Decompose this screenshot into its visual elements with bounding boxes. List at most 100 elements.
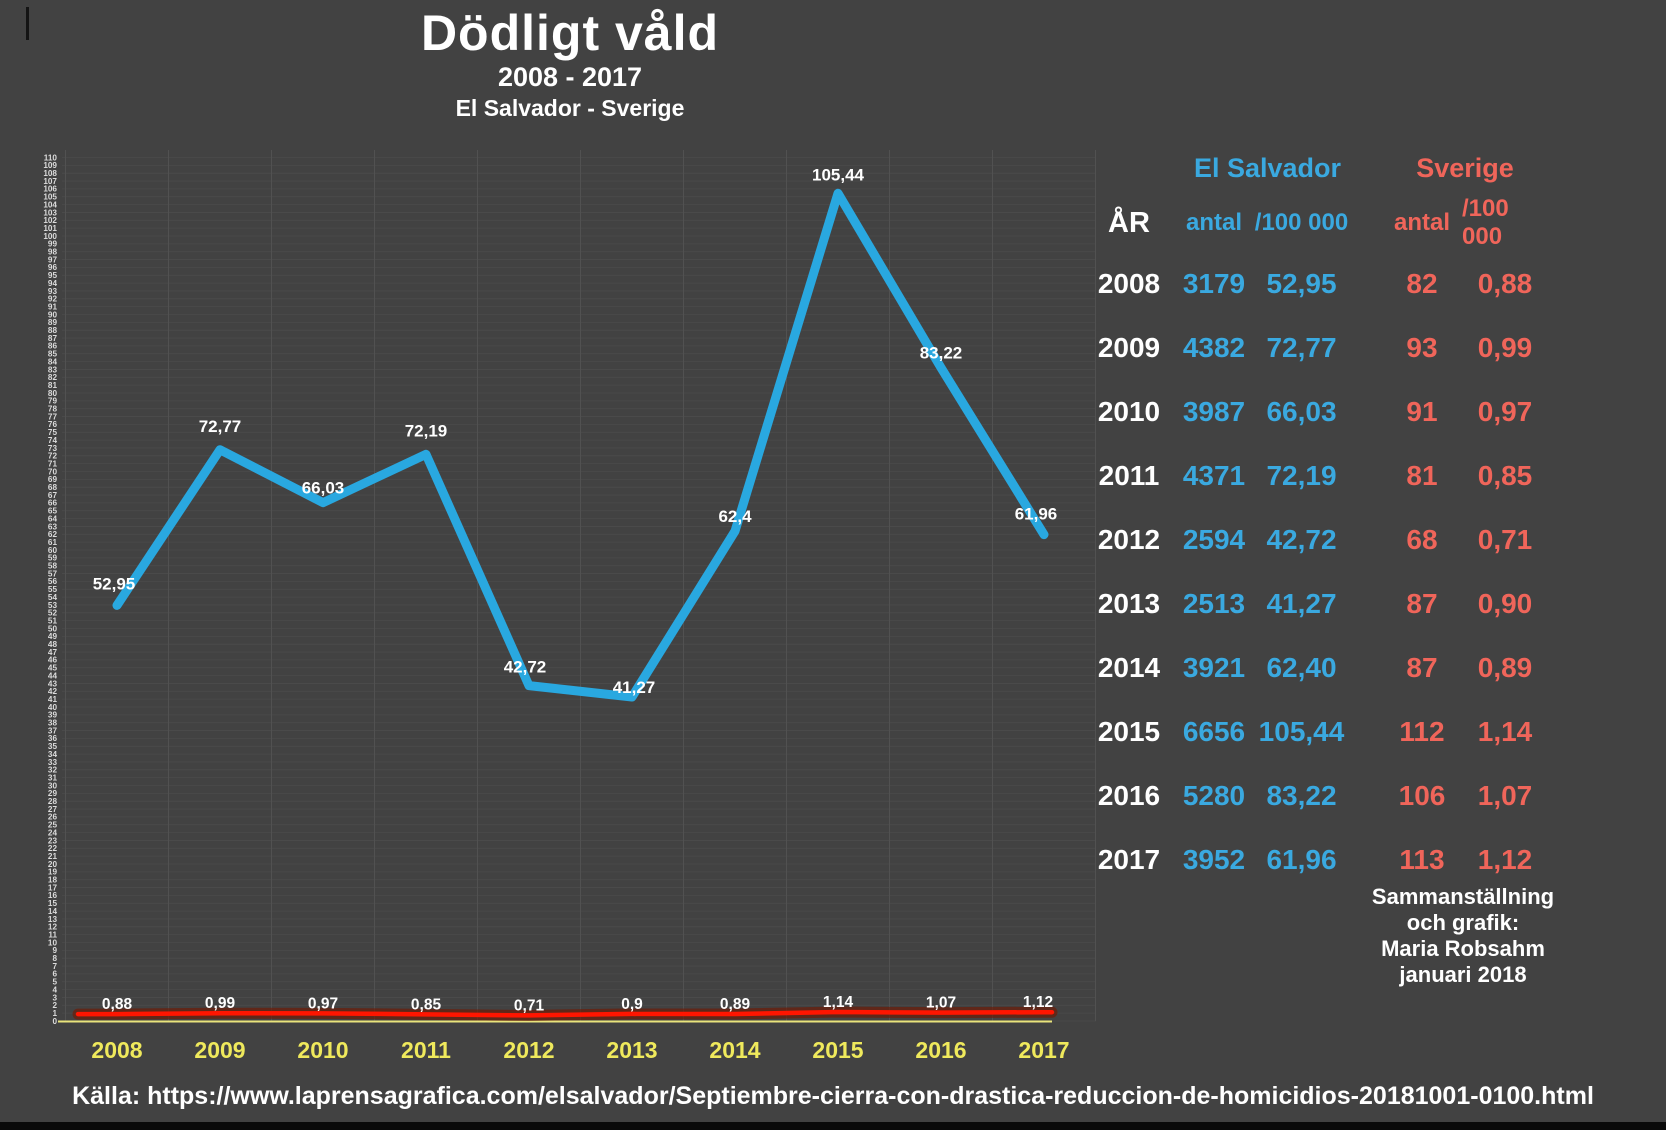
credit-line: och grafik: (1406, 910, 1520, 935)
svg-text:38: 38 (48, 719, 58, 728)
table-cell-year: 2011 (1098, 460, 1160, 491)
svg-text:41,27: 41,27 (613, 678, 656, 697)
table-group-header-sverige: Sverige (1416, 152, 1514, 183)
svg-text:97: 97 (48, 255, 58, 264)
svg-text:0,97: 0,97 (308, 995, 338, 1012)
svg-text:1: 1 (52, 1009, 57, 1018)
svg-text:2: 2 (52, 1001, 57, 1010)
svg-text:2013: 2013 (606, 1037, 657, 1063)
svg-text:62: 62 (48, 530, 58, 539)
svg-text:68: 68 (48, 483, 58, 492)
svg-text:54: 54 (48, 593, 58, 602)
table-cell-year: 2015 (1097, 716, 1161, 747)
svg-text:72: 72 (48, 452, 58, 461)
table-cell-se-rate: 1,12 (1477, 844, 1533, 875)
svg-text:70: 70 (48, 467, 58, 476)
svg-text:16: 16 (48, 891, 58, 900)
svg-text:88: 88 (48, 326, 58, 335)
svg-text:15: 15 (48, 899, 58, 908)
svg-text:102: 102 (43, 216, 57, 225)
y-axis-tick-labels: 0123456789101112131415161718192021222324… (43, 153, 57, 1026)
svg-text:74: 74 (48, 436, 58, 445)
svg-text:71: 71 (48, 459, 58, 468)
table-cell-year: 2017 (1097, 844, 1161, 875)
gridlines (62, 150, 1096, 1022)
svg-text:81: 81 (48, 381, 58, 390)
svg-text:32: 32 (48, 766, 58, 775)
svg-text:12: 12 (48, 923, 58, 932)
svg-text:13: 13 (48, 915, 58, 924)
svg-text:103: 103 (43, 208, 57, 217)
svg-text:87: 87 (48, 334, 58, 343)
svg-text:61,96: 61,96 (1015, 505, 1058, 524)
svg-text:107: 107 (43, 177, 57, 186)
table-cell-es-antal: 3987 (1182, 396, 1246, 427)
svg-text:80: 80 (48, 389, 58, 398)
table-spacer (1355, 142, 1382, 194)
table-spacer (1355, 764, 1382, 828)
table-cell-es-rate: 42,72 (1266, 524, 1337, 555)
svg-text:59: 59 (48, 554, 58, 563)
svg-text:0,9: 0,9 (621, 996, 643, 1013)
svg-text:78: 78 (48, 405, 58, 414)
svg-text:44: 44 (48, 671, 58, 680)
svg-text:83,22: 83,22 (920, 344, 963, 363)
svg-text:6: 6 (52, 970, 57, 979)
table-cell-se-rate: 0,89 (1477, 652, 1533, 683)
svg-text:27: 27 (48, 805, 58, 814)
table-cell-es-rate: 41,27 (1266, 588, 1337, 619)
table-cell-year: 2010 (1097, 396, 1161, 427)
table-cell-se-rate: 0,71 (1477, 524, 1533, 555)
table-cell-es-antal: 4382 (1182, 332, 1246, 363)
table-cell-es-antal: 6656 (1182, 716, 1246, 747)
svg-text:0,71: 0,71 (514, 997, 545, 1014)
table-cell-es-rate: 66,03 (1266, 396, 1337, 427)
svg-text:41: 41 (48, 695, 58, 704)
table-cell-es-antal: 2513 (1182, 588, 1246, 619)
svg-text:33: 33 (48, 758, 58, 767)
svg-text:95: 95 (48, 271, 58, 280)
svg-text:89: 89 (48, 318, 58, 327)
svg-text:2012: 2012 (503, 1037, 554, 1063)
svg-text:28: 28 (48, 797, 58, 806)
svg-text:86: 86 (48, 342, 58, 351)
svg-text:0,88: 0,88 (102, 996, 133, 1013)
svg-text:34: 34 (48, 750, 58, 759)
table-corner-blank (1078, 142, 1180, 194)
svg-text:30: 30 (48, 781, 58, 790)
svg-text:77: 77 (48, 412, 58, 421)
table-cell-se-rate: 0,88 (1477, 268, 1533, 299)
svg-text:109: 109 (43, 161, 57, 170)
svg-text:94: 94 (48, 279, 58, 288)
svg-text:11: 11 (48, 930, 57, 939)
svg-text:67: 67 (48, 491, 58, 500)
svg-text:2015: 2015 (812, 1037, 863, 1063)
svg-text:106: 106 (43, 185, 57, 194)
svg-text:105: 105 (43, 193, 57, 202)
svg-text:2011: 2011 (401, 1037, 451, 1063)
table-cell-se-antal: 68 (1406, 524, 1438, 555)
svg-text:84: 84 (48, 357, 58, 366)
svg-text:48: 48 (48, 640, 58, 649)
svg-text:26: 26 (48, 813, 58, 822)
title-block: Dödligt våld 2008 - 2017 El Salvador - S… (0, 6, 1140, 121)
table-cell-es-rate: 62,40 (1266, 652, 1337, 683)
svg-text:60: 60 (48, 546, 58, 555)
svg-text:7: 7 (52, 962, 57, 971)
table-cell-es-antal: 3179 (1182, 268, 1246, 299)
svg-text:110: 110 (44, 153, 58, 162)
svg-text:39: 39 (48, 711, 58, 720)
table-cell-year: 2009 (1097, 332, 1161, 363)
svg-text:62,4: 62,4 (718, 507, 752, 526)
svg-text:61: 61 (48, 538, 58, 547)
svg-text:29: 29 (48, 789, 58, 798)
svg-text:108: 108 (43, 169, 57, 178)
line-chart: 0123456789101112131415161718192021222324… (43, 150, 1096, 1063)
text-cursor-artifact (26, 7, 29, 40)
svg-text:49: 49 (48, 632, 58, 641)
svg-text:83: 83 (48, 365, 58, 374)
table-cell-se-antal: 93 (1406, 332, 1438, 363)
svg-text:99: 99 (48, 240, 58, 249)
svg-text:18: 18 (48, 876, 58, 885)
svg-text:45: 45 (48, 664, 58, 673)
